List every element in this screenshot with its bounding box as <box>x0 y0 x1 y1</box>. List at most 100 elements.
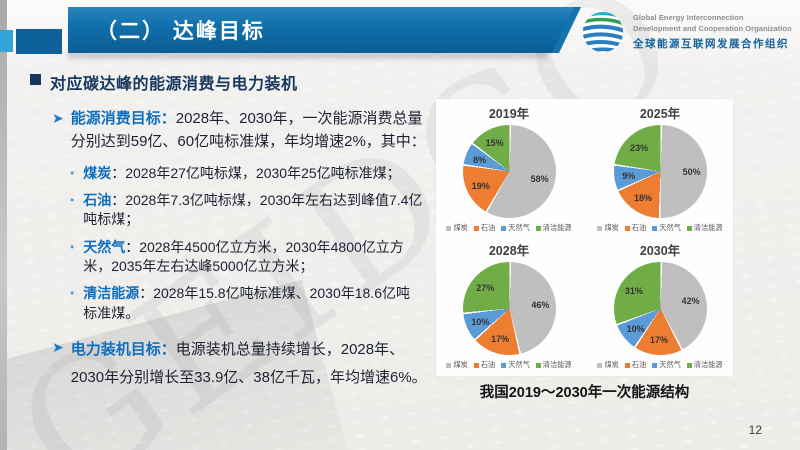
legend-item: 天然气 <box>501 360 530 370</box>
pie-slice-label: 50% <box>682 166 701 177</box>
header-bar: （二） 达峰目标 <box>68 7 577 53</box>
pie: 46% 17% 10% 27% <box>462 262 556 355</box>
pie-slice-label: 42% <box>681 295 700 306</box>
legend-label: 石油 <box>631 360 647 369</box>
legend-label: 煤炭 <box>604 223 619 232</box>
pie-legend: 煤炭 石油 天然气 清洁能源 <box>597 223 723 233</box>
sub-bullet-item: • 清洁能源：2028年15.8亿吨标准煤、2030年18.6亿吨标准煤。 <box>70 284 434 323</box>
sub-bullet-text: 清洁能源：2028年15.8亿吨标准煤、2030年18.6亿吨标准煤。 <box>83 284 423 323</box>
legend-swatch-icon <box>686 225 692 231</box>
org-name-en-line2: Development and Cooperation Organization <box>633 23 792 33</box>
legend-swatch-icon <box>446 225 452 231</box>
legend-item: 清洁能源 <box>686 223 723 233</box>
legend-label: 天然气 <box>659 223 681 232</box>
bullet-energy-consumption-text: 能源消费目标：2028年、2030年，一次能源消费总量分别达到59亿、60亿吨标… <box>71 107 429 154</box>
legend-swatch-icon <box>501 362 507 368</box>
header-bar-shadow <box>68 52 548 62</box>
legend-swatch-icon <box>501 225 507 231</box>
sub-bullet-text: 天然气：2028年4500亿立方米，2030年4800亿立方米，2035年左右达… <box>83 238 423 277</box>
pie-chart-2030年: 2030年 42% 17% 10% 31% 煤炭 石油 天然气 清洁能源 <box>587 240 733 375</box>
square-bullet-icon <box>30 74 41 85</box>
legend-item: 石油 <box>473 360 496 370</box>
legend-item: 天然气 <box>501 223 530 233</box>
bullet-power-capacity-text: 电力装机目标：电源装机总量持续增长，2028年、2030年分别增长至33.9亿、… <box>71 336 429 393</box>
pie-legend: 煤炭 石油 天然气 清洁能源 <box>446 360 572 370</box>
pie-grid: 2019年 58% 19% 8% 15% 煤炭 石油 天然气 清洁能源 2025年 50% 18% 9%… <box>436 99 733 375</box>
globe-icon <box>582 11 624 53</box>
pie-slice-label: 18% <box>634 193 653 204</box>
legend-item: 煤炭 <box>446 360 468 370</box>
pie-chart-title: 2019年 <box>488 107 530 121</box>
slide-title: （二） 达峰目标 <box>96 20 265 43</box>
legend-item: 石油 <box>473 223 496 233</box>
legend-swatch-icon <box>446 362 452 368</box>
bullet-body: 2028年、2030年，一次能源消费总量分别达到59亿、60亿吨标准煤，年均增速… <box>70 110 426 151</box>
header-accent-square-cyan <box>0 30 13 52</box>
section-heading-text: 对应碳达峰的能源消费与电力装机 <box>50 76 298 93</box>
legend-swatch-icon <box>597 362 603 368</box>
legend-label: 石油 <box>480 360 496 369</box>
legend-label: 石油 <box>480 223 496 232</box>
pie-slice-label: 10% <box>471 316 490 327</box>
pie-chart-title: 2030年 <box>639 244 681 258</box>
sub-bullet-label: 石油 <box>83 192 112 209</box>
sub-bullet-label: 煤炭 <box>83 164 112 181</box>
legend-label: 清洁能源 <box>542 360 572 369</box>
legend-swatch-icon <box>624 362 630 368</box>
legend-label: 天然气 <box>508 360 530 369</box>
charts-panel: 2019年 58% 19% 8% 15% 煤炭 石油 天然气 清洁能源 2025年 50% 18% 9%… <box>436 99 733 376</box>
legend-item: 清洁能源 <box>535 360 572 370</box>
arrow-bullet-icon: ➤ <box>52 338 64 355</box>
legend-item: 石油 <box>624 360 647 370</box>
sub-bullet-item: • 煤炭：2028年27亿吨标煤，2030年25亿吨标准煤； <box>70 164 434 183</box>
bullet-body: 电源装机总量持续增长，2028年、2030年分别增长至33.9亿、38亿千瓦，年… <box>70 340 427 387</box>
dot-bullet-icon: • <box>70 286 75 301</box>
legend-item: 煤炭 <box>597 360 619 370</box>
pie-chart-2028年: 2028年 46% 17% 10% 27% 煤炭 石油 天然气 清洁能源 <box>436 240 582 375</box>
org-name: Global Energy Interconnection Developmen… <box>633 13 792 51</box>
sub-bullet-body: ：2028年7.3亿吨标煤，2030年左右达到峰值7.4亿吨标煤； <box>83 192 423 228</box>
sub-bullet-item: • 石油：2028年7.3亿吨标煤，2030年左右达到峰值7.4亿吨标煤； <box>70 191 434 230</box>
pie-slice-label: 15% <box>485 138 504 149</box>
header-accent-square-navy <box>16 29 62 54</box>
legend-item: 清洁能源 <box>535 223 572 233</box>
pie-slice-label: 58% <box>530 174 549 185</box>
legend-item: 天然气 <box>652 223 681 233</box>
sub-bullet-body: ：2028年15.8亿吨标准煤、2030年18.6亿吨标准煤。 <box>83 285 410 321</box>
legend-swatch-icon <box>597 225 603 231</box>
pie-slice-label: 8% <box>473 154 487 165</box>
pie-slice-label: 27% <box>476 282 495 293</box>
legend-label: 煤炭 <box>604 360 619 369</box>
pie: 50% 18% 9% 23% <box>613 125 707 218</box>
pie-chart-title: 2025年 <box>639 107 681 121</box>
pie-chart-title: 2028年 <box>488 244 530 258</box>
pie: 42% 17% 10% 31% <box>613 262 707 355</box>
bullet-label: 能源消费目标： <box>70 110 176 127</box>
sub-bullet-body: ：2028年4500亿立方米，2030年4800亿立方米，2035年左右达峰50… <box>83 238 404 275</box>
sub-bullet-label: 天然气 <box>83 238 126 255</box>
figure-caption: 我国2019～2030年一次能源结构 <box>479 385 690 401</box>
sub-bullet-text: 石油：2028年7.3亿吨标煤，2030年左右达到峰值7.4亿吨标煤； <box>83 191 423 230</box>
pie-legend: 煤炭 石油 天然气 清洁能源 <box>597 360 723 370</box>
pie-chart-2019年: 2019年 58% 19% 8% 15% 煤炭 石油 天然气 清洁能源 <box>436 103 582 238</box>
pie-slice-label: 9% <box>622 171 636 182</box>
legend-swatch-icon <box>535 225 541 231</box>
sub-bullet-body: ：2028年27亿吨标煤，2030年25亿吨标准煤； <box>111 164 401 181</box>
energy-sub-list: • 煤炭：2028年27亿吨标煤，2030年25亿吨标准煤； • 石油：2028年7.… <box>70 164 434 323</box>
pie-slice-label: 17% <box>491 333 510 344</box>
bullet-label: 电力装机目标： <box>70 340 176 358</box>
legend-swatch-icon <box>686 362 692 368</box>
bullet-power-capacity: ➤ 电力装机目标：电源装机总量持续增长，2028年、2030年分别增长至33.9… <box>52 336 434 393</box>
legend-label: 煤炭 <box>453 223 468 232</box>
legend-label: 清洁能源 <box>693 223 723 232</box>
pie-slice-label: 19% <box>471 180 490 191</box>
content-column: 对应碳达峰的能源消费与电力装机 ➤ 能源消费目标：2028年、2030年，一次能… <box>30 70 434 393</box>
legend-label: 清洁能源 <box>542 223 572 232</box>
legend-label: 清洁能源 <box>693 360 723 369</box>
org-logo: Global Energy Interconnection Developmen… <box>580 9 792 55</box>
pie-slice-label: 17% <box>649 335 669 346</box>
arrow-bullet-icon: ➤ <box>52 110 64 126</box>
sub-bullet-text: 煤炭：2028年27亿吨标煤，2030年25亿吨标准煤； <box>83 164 423 183</box>
legend-swatch-icon <box>473 362 479 368</box>
